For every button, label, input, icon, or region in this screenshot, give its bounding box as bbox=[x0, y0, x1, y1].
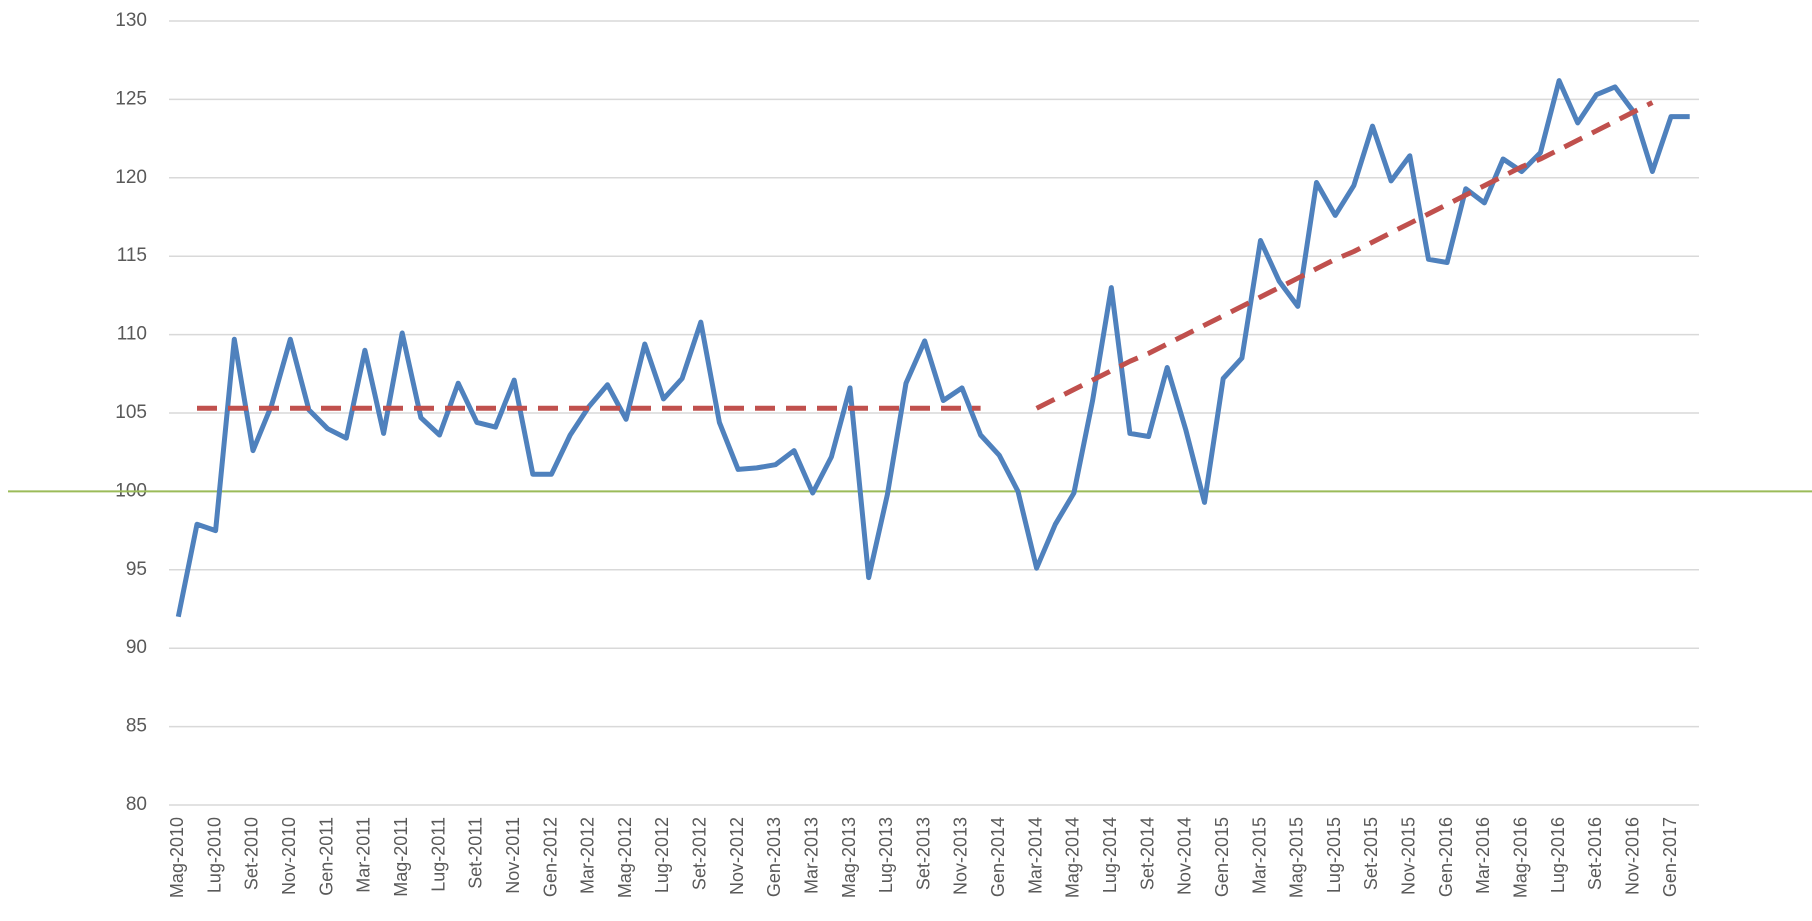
x-tick-label: Lug-2014 bbox=[1100, 817, 1120, 893]
x-tick-label: Lug-2010 bbox=[204, 817, 224, 893]
x-tick-label: Mar-2014 bbox=[1025, 817, 1045, 894]
x-tick-label: Mar-2013 bbox=[801, 817, 821, 894]
x-tick-label: Set-2013 bbox=[913, 817, 933, 890]
x-tick-label: Set-2012 bbox=[690, 817, 710, 890]
x-tick-label: Gen-2013 bbox=[764, 817, 784, 897]
x-tick-label: Mag-2013 bbox=[839, 817, 859, 898]
x-tick-label: Mar-2011 bbox=[354, 817, 374, 893]
trend-line bbox=[1035, 100, 1654, 411]
x-tick-label: Mag-2011 bbox=[391, 817, 411, 897]
x-tick-label: Mar-2016 bbox=[1473, 817, 1493, 894]
x-tick-label: Gen-2011 bbox=[316, 817, 336, 896]
x-tick-label: Lug-2016 bbox=[1548, 817, 1568, 893]
y-tick-label: 80 bbox=[126, 794, 147, 815]
x-tick-label: Lug-2013 bbox=[876, 817, 896, 893]
x-tick-label: Mag-2010 bbox=[167, 817, 187, 898]
x-tick-label: Mar-2012 bbox=[578, 817, 598, 894]
x-tick-label: Mar-2015 bbox=[1249, 817, 1269, 894]
y-tick-label: 110 bbox=[117, 324, 147, 345]
x-tick-label: Nov-2010 bbox=[279, 817, 299, 895]
x-tick-label: Lug-2011 bbox=[428, 817, 448, 892]
x-tick-label: Set-2011 bbox=[466, 817, 486, 889]
y-tick-label: 95 bbox=[126, 559, 147, 580]
x-tick-label: Mag-2014 bbox=[1063, 817, 1083, 898]
x-tick-label: Mag-2012 bbox=[615, 817, 635, 898]
x-tick-label: Lug-2012 bbox=[652, 817, 672, 893]
x-tick-label: Gen-2012 bbox=[540, 817, 560, 897]
x-tick-label: Nov-2016 bbox=[1622, 817, 1642, 895]
x-tick-label: Nov-2015 bbox=[1399, 817, 1419, 895]
y-tick-label: 90 bbox=[126, 637, 147, 658]
y-tick-label: 105 bbox=[115, 402, 147, 423]
x-tick-label: Set-2010 bbox=[242, 817, 262, 890]
y-tick-label: 120 bbox=[115, 167, 147, 188]
x-tick-label: Nov-2011 bbox=[503, 817, 523, 894]
x-tick-label: Set-2015 bbox=[1361, 817, 1381, 890]
x-tick-label: Mag-2016 bbox=[1510, 817, 1530, 898]
x-tick-label: Gen-2014 bbox=[988, 817, 1008, 897]
x-tick-label: Nov-2012 bbox=[727, 817, 747, 895]
y-tick-label: 115 bbox=[117, 245, 147, 266]
x-tick-label: Set-2014 bbox=[1137, 817, 1157, 890]
x-tick-label: Gen-2016 bbox=[1436, 817, 1456, 897]
x-tick-label: Nov-2013 bbox=[951, 817, 971, 895]
y-tick-label: 130 bbox=[115, 10, 147, 31]
x-tick-label: Lug-2015 bbox=[1324, 817, 1344, 893]
y-tick-label: 125 bbox=[115, 88, 147, 109]
x-tick-label: Gen-2017 bbox=[1660, 817, 1680, 897]
y-tick-label: 85 bbox=[126, 716, 147, 737]
x-tick-label: Gen-2015 bbox=[1212, 817, 1232, 897]
x-tick-label: Mag-2015 bbox=[1287, 817, 1307, 898]
x-tick-label: Set-2016 bbox=[1585, 817, 1605, 890]
data-line bbox=[175, 78, 1690, 618]
x-tick-label: Nov-2014 bbox=[1175, 817, 1195, 895]
